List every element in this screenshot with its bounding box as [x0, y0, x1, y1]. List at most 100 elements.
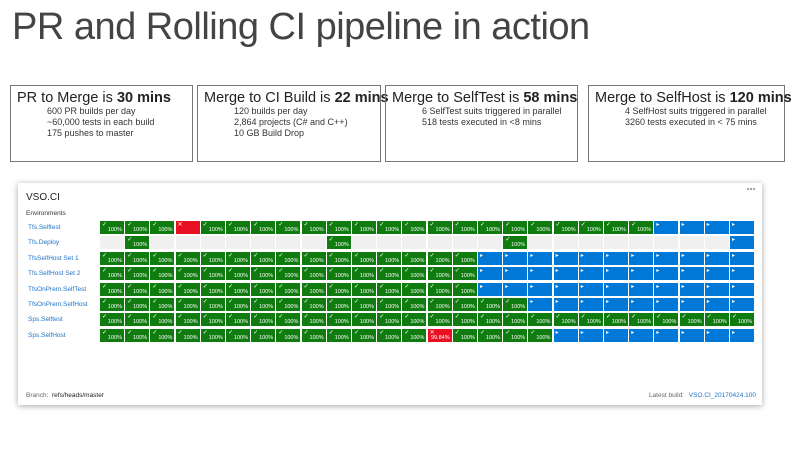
- build-cell[interactable]: ✓ 100%: [125, 328, 150, 342]
- build-cell[interactable]: ✓ 100%: [629, 221, 654, 234]
- build-cell[interactable]: ▸: [553, 251, 578, 265]
- build-cell[interactable]: ▸: [704, 298, 729, 311]
- build-cell[interactable]: ✓ 100%: [301, 282, 326, 296]
- build-cell[interactable]: ✓ 100%: [679, 313, 704, 327]
- build-cell[interactable]: ✓ 100%: [251, 328, 276, 342]
- build-cell[interactable]: ✓ 100%: [150, 328, 175, 342]
- build-cell[interactable]: ✕: [175, 221, 200, 234]
- build-cell[interactable]: ✓ 100%: [478, 328, 502, 342]
- build-cell[interactable]: ✓ 100%: [125, 267, 150, 281]
- build-cell[interactable]: ✓ 100%: [452, 313, 477, 327]
- build-cell[interactable]: ✓ 100%: [301, 298, 326, 311]
- build-cell[interactable]: ▸: [654, 298, 679, 311]
- build-cell[interactable]: ✓ 100%: [175, 313, 200, 327]
- build-cell[interactable]: ▸: [604, 298, 628, 311]
- build-cell[interactable]: ✓ 100%: [427, 313, 452, 327]
- build-cell[interactable]: ✓ 100%: [730, 313, 754, 327]
- build-cell[interactable]: ▸: [503, 251, 528, 265]
- build-cell[interactable]: ▸: [578, 328, 603, 342]
- build-cell[interactable]: ▸: [578, 282, 603, 296]
- build-cell[interactable]: ✓ 100%: [503, 236, 528, 250]
- build-cell[interactable]: ✓ 100%: [629, 313, 654, 327]
- build-cell[interactable]: ✓ 100%: [478, 221, 502, 234]
- build-cell[interactable]: ✓ 100%: [326, 267, 351, 281]
- build-cell[interactable]: ▸: [478, 267, 502, 281]
- build-cell[interactable]: ▸: [679, 298, 704, 311]
- build-cell[interactable]: ▸: [528, 267, 553, 281]
- build-cell[interactable]: ✓ 100%: [125, 313, 150, 327]
- build-cell[interactable]: ▸: [730, 236, 754, 250]
- build-cell[interactable]: ✓ 100%: [251, 251, 276, 265]
- build-cell[interactable]: ▸: [578, 298, 603, 311]
- build-cell[interactable]: ▸: [478, 251, 502, 265]
- build-cell[interactable]: ▸: [503, 267, 528, 281]
- build-cell[interactable]: ✓ 100%: [427, 267, 452, 281]
- row-name[interactable]: Tfs.Deploy: [28, 239, 60, 247]
- build-cell[interactable]: ✓ 100%: [276, 267, 301, 281]
- build-cell[interactable]: ✓ 100%: [200, 313, 225, 327]
- build-cell[interactable]: ▸: [679, 221, 704, 234]
- build-cell[interactable]: ✓ 100%: [251, 313, 276, 327]
- build-cell[interactable]: ✓ 100%: [276, 221, 301, 234]
- build-cell[interactable]: ▸: [730, 267, 754, 281]
- build-cell[interactable]: ✓ 100%: [326, 298, 351, 311]
- build-cell[interactable]: ▸: [654, 251, 679, 265]
- build-cell[interactable]: ✓ 100%: [402, 251, 427, 265]
- build-cell[interactable]: ✓ 100%: [377, 313, 402, 327]
- build-cell[interactable]: ✓ 100%: [402, 328, 427, 342]
- build-cell[interactable]: ✓ 100%: [200, 282, 225, 296]
- build-cell[interactable]: ✓ 100%: [377, 282, 402, 296]
- build-cell[interactable]: ✓ 100%: [301, 251, 326, 265]
- build-cell[interactable]: ▸: [730, 251, 754, 265]
- build-cell[interactable]: ✓ 100%: [276, 251, 301, 265]
- row-name[interactable]: TfsOnPrem.SelfTest: [28, 285, 87, 293]
- build-cell[interactable]: ✓ 100%: [503, 221, 528, 234]
- build-cell[interactable]: ✓ 100%: [301, 313, 326, 327]
- build-cell[interactable]: ✓ 100%: [402, 282, 427, 296]
- build-cell[interactable]: ✓ 100%: [150, 313, 175, 327]
- build-cell[interactable]: ✓ 100%: [226, 328, 250, 342]
- build-cell[interactable]: ✓ 100%: [326, 251, 351, 265]
- build-cell[interactable]: ✓ 100%: [578, 221, 603, 234]
- build-cell[interactable]: ✓ 100%: [326, 313, 351, 327]
- build-cell[interactable]: ✓ 100%: [402, 221, 427, 234]
- build-cell[interactable]: ✓ 100%: [377, 298, 402, 311]
- build-cell[interactable]: ✓ 100%: [377, 221, 402, 234]
- build-cell[interactable]: ✓ 100%: [100, 298, 124, 311]
- build-cell[interactable]: ✓ 100%: [100, 328, 124, 342]
- build-cell[interactable]: ✓ 100%: [377, 328, 402, 342]
- build-cell[interactable]: ▸: [604, 251, 628, 265]
- build-cell[interactable]: ▸: [730, 221, 754, 234]
- build-cell[interactable]: ▸: [553, 282, 578, 296]
- build-cell[interactable]: ✓ 100%: [452, 221, 477, 234]
- build-cell[interactable]: ✓ 100%: [100, 282, 124, 296]
- build-cell[interactable]: ✓ 100%: [452, 251, 477, 265]
- build-cell[interactable]: ✓ 100%: [301, 328, 326, 342]
- build-cell[interactable]: ▸: [629, 282, 654, 296]
- build-cell[interactable]: ✓ 100%: [150, 221, 175, 234]
- build-cell[interactable]: ✓ 100%: [478, 313, 502, 327]
- build-cell[interactable]: ▸: [629, 267, 654, 281]
- build-cell[interactable]: ✓ 100%: [352, 313, 376, 327]
- build-cell[interactable]: ✓ 100%: [125, 236, 150, 250]
- build-cell[interactable]: ✓ 100%: [528, 328, 553, 342]
- build-cell[interactable]: ✓ 100%: [452, 298, 477, 311]
- row-name[interactable]: Sps.SelfHost: [28, 331, 66, 339]
- build-cell[interactable]: ▸: [629, 251, 654, 265]
- build-cell[interactable]: ✓ 100%: [251, 282, 276, 296]
- build-cell[interactable]: ✓ 100%: [427, 251, 452, 265]
- build-cell[interactable]: ✓ 100%: [100, 313, 124, 327]
- build-cell[interactable]: ✓ 100%: [503, 298, 528, 311]
- build-cell[interactable]: ✓ 100%: [175, 282, 200, 296]
- build-cell[interactable]: ✓ 100%: [125, 251, 150, 265]
- build-cell[interactable]: ✓ 100%: [150, 298, 175, 311]
- build-cell[interactable]: ✓ 100%: [352, 251, 376, 265]
- build-cell[interactable]: ✓ 100%: [654, 313, 679, 327]
- build-cell[interactable]: ✓ 100%: [326, 282, 351, 296]
- build-cell[interactable]: ▸: [604, 267, 628, 281]
- build-cell[interactable]: ✓ 100%: [352, 298, 376, 311]
- build-cell[interactable]: ▸: [704, 328, 729, 342]
- row-name[interactable]: TfsOnPrem.SelfHost: [28, 301, 88, 308]
- build-cell[interactable]: ▸: [528, 282, 553, 296]
- build-cell[interactable]: ▸: [553, 328, 578, 342]
